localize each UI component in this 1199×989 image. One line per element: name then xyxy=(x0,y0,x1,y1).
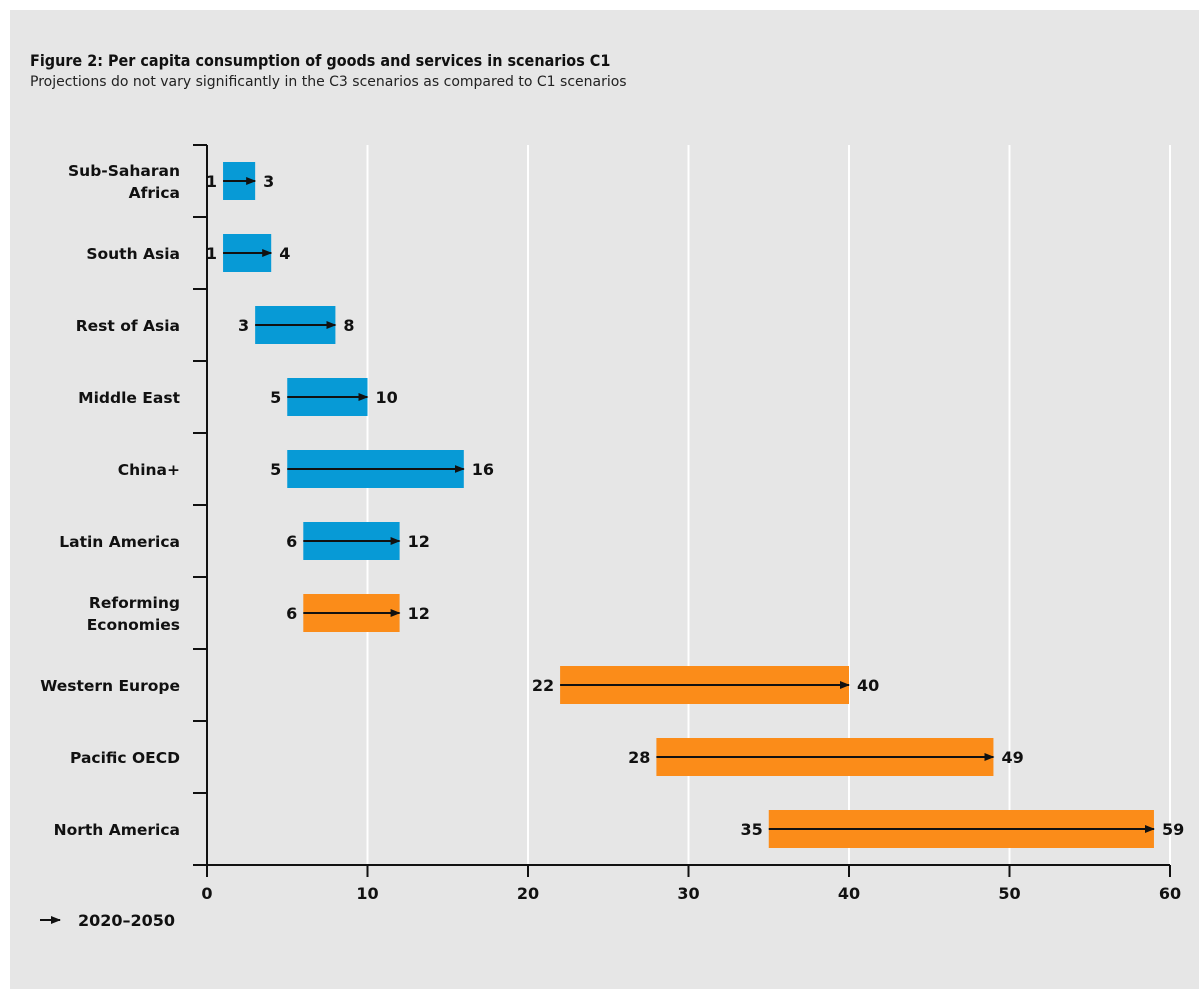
end-value-label: 3 xyxy=(263,172,274,191)
x-tick-label: 10 xyxy=(356,884,378,903)
end-value-label: 8 xyxy=(343,316,354,335)
legend-label: 2020–2050 xyxy=(78,911,175,930)
start-value-label: 1 xyxy=(206,172,217,191)
category-label: Latin America xyxy=(59,533,180,551)
category-label: Economies xyxy=(87,616,180,634)
start-value-label: 6 xyxy=(286,532,297,551)
start-value-label: 1 xyxy=(206,244,217,263)
category-label: Reforming xyxy=(89,594,180,612)
end-value-label: 40 xyxy=(857,676,879,695)
labels: 1 3 Sub-Saharan Africa 1 4 South Asia 3 8 Rest of… xyxy=(40,162,1184,839)
end-value-label: 59 xyxy=(1162,820,1184,839)
category-label: Africa xyxy=(129,184,180,202)
bars xyxy=(223,162,1155,848)
chart-title: Figure 2: Per capita consumption of good… xyxy=(30,51,611,70)
category-label: Pacific OECD xyxy=(70,749,180,767)
end-value-label: 49 xyxy=(1001,748,1023,767)
chart-subtitle: Projections do not vary significantly in… xyxy=(30,74,627,90)
start-value-label: 35 xyxy=(740,820,762,839)
x-tick-label: 30 xyxy=(677,884,699,903)
category-label: South Asia xyxy=(86,245,180,263)
axes: 0 10 20 30 40 50 60 xyxy=(193,144,1181,903)
end-value-label: 12 xyxy=(408,532,430,551)
category-label: Western Europe xyxy=(40,677,180,695)
x-tick-label: 50 xyxy=(998,884,1020,903)
category-label: North America xyxy=(54,821,180,839)
start-value-label: 22 xyxy=(532,676,554,695)
end-value-label: 4 xyxy=(279,244,290,263)
category-label: Sub-Saharan xyxy=(68,162,180,180)
end-value-label: 12 xyxy=(408,604,430,623)
x-tick-label: 0 xyxy=(201,884,212,903)
category-label: China+ xyxy=(118,461,180,479)
end-value-label: 16 xyxy=(472,460,494,479)
x-tick-label: 60 xyxy=(1159,884,1181,903)
start-value-label: 3 xyxy=(238,316,249,335)
category-label: Rest of Asia xyxy=(76,317,180,335)
x-tick-label: 20 xyxy=(517,884,539,903)
legend: 2020–2050 xyxy=(40,911,175,930)
start-value-label: 5 xyxy=(270,460,281,479)
start-value-label: 6 xyxy=(286,604,297,623)
end-value-label: 10 xyxy=(376,388,398,407)
start-value-label: 28 xyxy=(628,748,650,767)
x-tick-label: 40 xyxy=(838,884,860,903)
category-label: Middle East xyxy=(78,389,180,407)
start-value-label: 5 xyxy=(270,388,281,407)
